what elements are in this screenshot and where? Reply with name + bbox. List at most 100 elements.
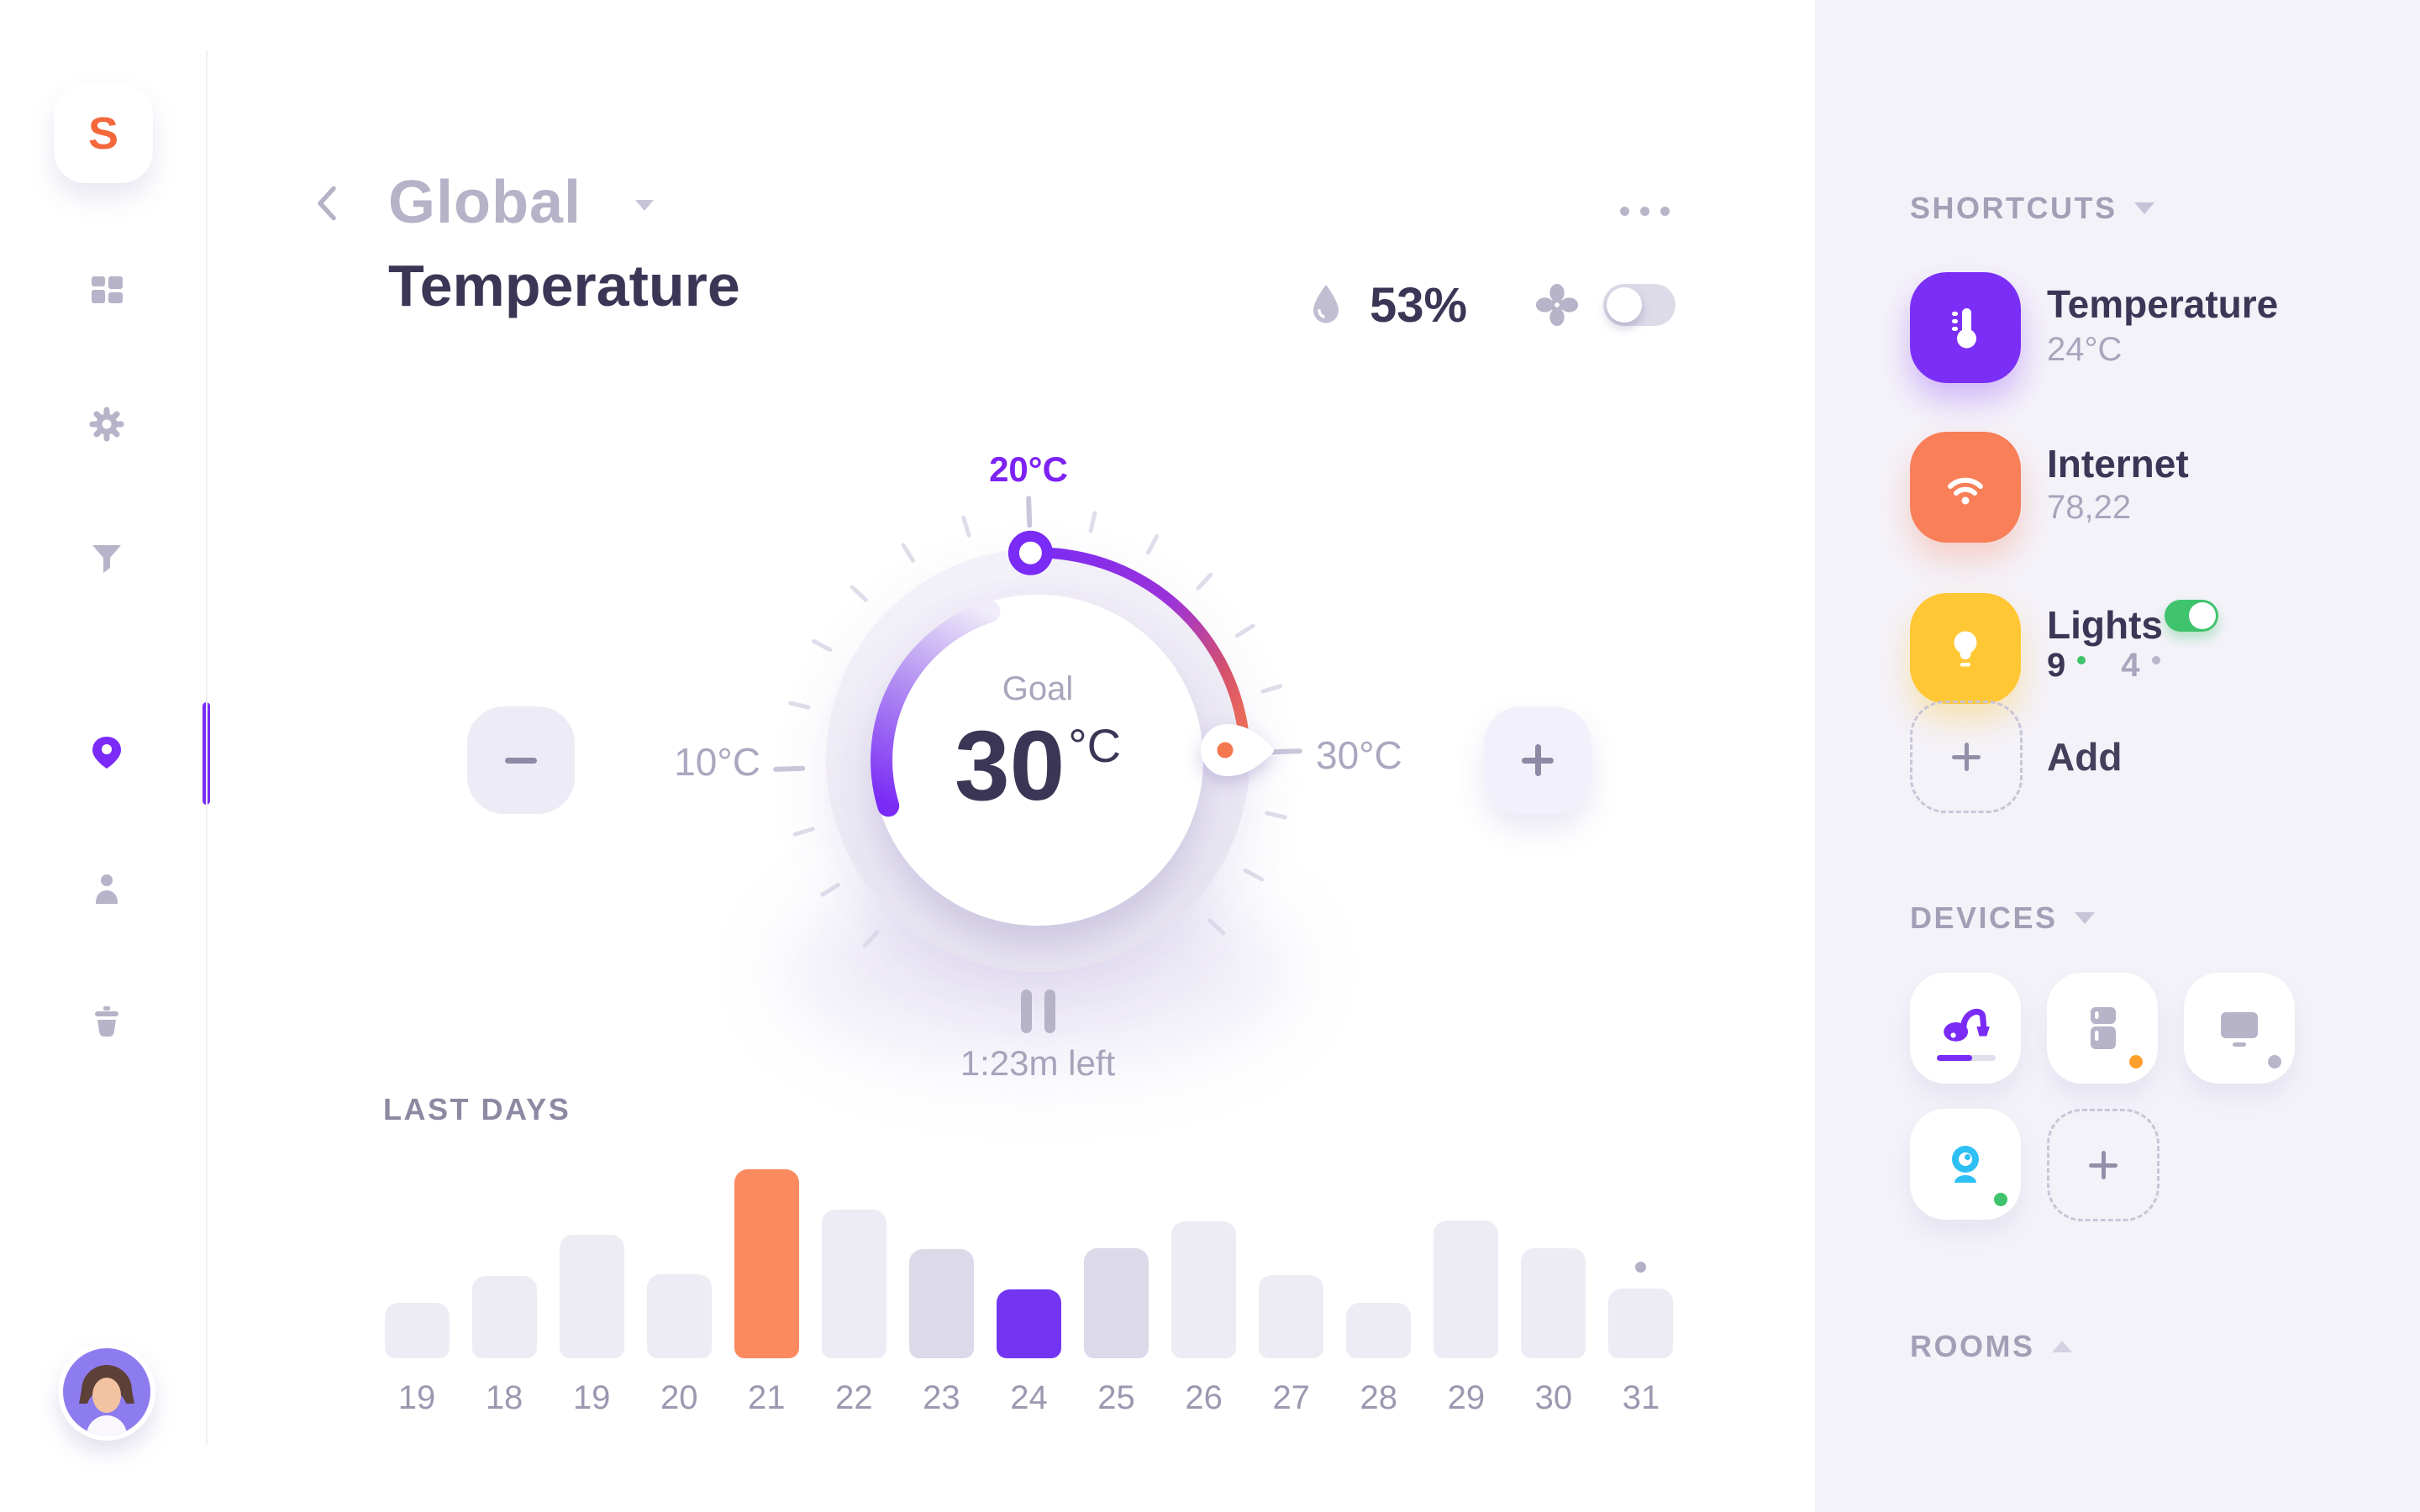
chart-bar-label: 28 [1360,1379,1398,1416]
chart-bar-label: 25 [1097,1379,1135,1416]
webcam-icon [1952,1146,1979,1183]
chart-bar-day-27-idx10[interactable] [1259,1275,1324,1358]
plus-icon [1522,744,1554,776]
user-avatar[interactable] [58,1343,155,1441]
shortcut-temperature-value: 24°C [2047,331,2123,368]
dashboard-grid-icon [92,276,123,303]
vacuum-cleaner-icon [1944,1008,1990,1042]
pause-button[interactable] [1004,990,1071,1033]
shortcut-internet-label: Internet [2047,442,2189,486]
shortcuts-section-header[interactable]: SHORTCUTS [1910,191,2154,226]
chart-bar-label: 22 [835,1379,873,1416]
chart-bar-day-19-idx2[interactable] [559,1235,624,1358]
chart-bar-day-19-idx0[interactable] [384,1303,450,1358]
gear-icon [89,407,124,442]
goal-value: 30 [954,711,1065,822]
sidebar-item-dashboard[interactable] [87,270,126,309]
chart-bar-day-31-idx14[interactable] [1608,1289,1674,1358]
chart-bar-day-28-idx11[interactable] [1346,1303,1412,1358]
plus-icon [2089,1151,2118,1179]
sidebar-item-locations[interactable] [87,733,126,772]
chart-bar-day-24-idx7[interactable] [996,1289,1061,1358]
vacuum-progress-bar [1937,1055,1996,1061]
increase-temp-button[interactable] [1484,706,1591,814]
chart-bar-day-25-idx8[interactable] [1084,1248,1150,1358]
chart-bar-label: 29 [1447,1379,1486,1416]
pointer-dot [1217,742,1234,759]
shortcut-temperature-tile[interactable] [1910,272,2021,383]
chart-bar-day-26-idx9[interactable] [1171,1221,1237,1358]
status-dot-green [1994,1193,2007,1206]
dial-min-label: 10°C [674,740,760,784]
device-camera-card[interactable] [1910,1109,2021,1220]
chart-bar-label: 19 [397,1379,436,1416]
vacuum-progress-fill [1937,1055,1972,1061]
rooms-section-header[interactable]: ROOMS [1910,1329,2072,1364]
shortcut-internet-tile[interactable] [1910,432,2021,543]
decrease-temp-button[interactable] [467,706,575,814]
chevron-up-icon [2051,1341,2072,1352]
person-icon [96,874,118,904]
chart-bar-day-29-idx12[interactable] [1434,1221,1499,1358]
breadcrumb-dropdown-icon[interactable] [635,200,654,211]
fan-icon [1535,283,1579,327]
sidebar-item-filter[interactable] [87,538,126,576]
more-menu-button[interactable] [1620,207,1670,216]
chart-bar-label: 31 [1622,1379,1660,1416]
device-tv-card[interactable] [2184,973,2295,1084]
chart-bar-day-21-idx4[interactable] [734,1169,799,1358]
dial-pointer[interactable] [1201,724,1274,776]
dial-current-temp-label: 20°C [989,449,1068,489]
dial-glow [786,874,1290,1067]
goal-display: Goal 30 °C [870,670,1206,816]
chevron-down-icon [2074,912,2095,924]
chart-bar-day-18-idx1[interactable] [471,1276,537,1358]
dial-handle[interactable] [1007,530,1053,575]
logo-letter: S [87,108,119,159]
page-title: Temperature [388,253,740,318]
shortcut-internet-value: 78,22 [2047,489,2132,526]
devices-title: DEVICES [1910,900,2058,935]
shortcut-lights-tile[interactable] [1910,593,2021,704]
chart-bar-label: 19 [572,1379,611,1416]
chart-bar-label: 27 [1272,1379,1310,1416]
location-pin-icon [92,737,121,769]
shortcut-lights-label: Lights [2047,603,2163,647]
minus-icon [505,757,537,764]
humidity-value: 53% [1370,278,1468,333]
gray-dot [2151,655,2160,664]
trash-icon [95,1006,118,1037]
devices-section-header[interactable]: DEVICES [1910,900,2095,936]
chart-bar-day-22-idx5[interactable] [821,1210,886,1358]
dial-max-label: 30°C [1316,733,1402,777]
sidebar-item-users[interactable] [87,869,126,908]
add-shortcut-button[interactable] [1910,701,2023,813]
wifi-icon [1948,477,1983,505]
app-logo[interactable]: S [54,84,153,183]
lights-on-count: 9 [2047,647,2066,684]
chart-bar-day-20-idx3[interactable] [646,1274,712,1358]
rooms-title: ROOMS [1910,1329,2035,1363]
back-button[interactable] [313,183,341,223]
chart-bar-day-23-idx6[interactable] [908,1249,974,1358]
breadcrumb[interactable]: Global [388,169,582,236]
filter-funnel-icon [92,545,121,573]
device-fridge-card[interactable] [2047,973,2158,1084]
chevron-down-icon [2133,202,2154,214]
sidebar-item-trash[interactable] [87,1002,126,1041]
chart-bar-label: 23 [923,1379,960,1416]
chart-bar-day-30-idx13[interactable] [1521,1248,1586,1358]
toggle-knob [2189,602,2216,629]
fan-toggle[interactable] [1603,284,1676,326]
thermometer-icon [1952,308,1976,349]
sidebar-item-settings[interactable] [87,405,126,444]
chart-bar-label: 26 [1185,1379,1223,1416]
device-vacuum-card[interactable] [1910,973,2021,1084]
fridge-icon [2091,1007,2116,1049]
add-shortcut-label: Add [2047,735,2123,779]
lights-toggle[interactable] [2165,600,2218,632]
lights-off-count: 4 [2121,647,2140,684]
sidebar: S [0,0,210,1512]
add-device-button[interactable] [2047,1109,2160,1221]
